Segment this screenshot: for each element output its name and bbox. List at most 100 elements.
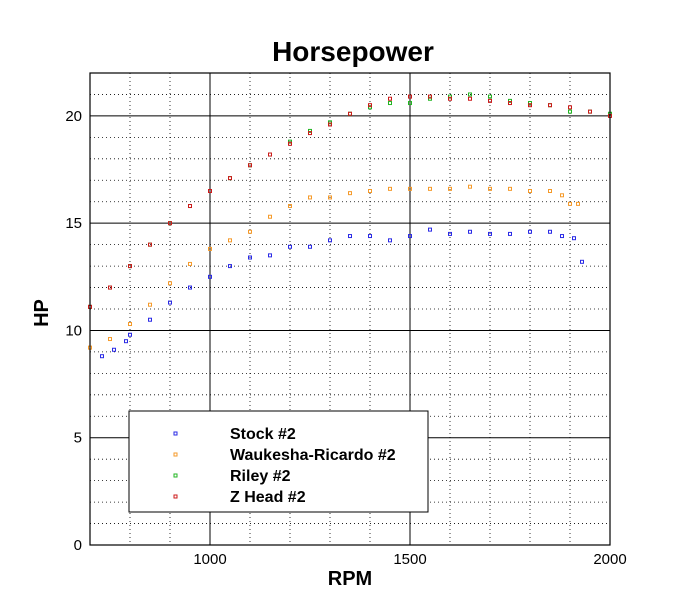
data-point	[288, 244, 292, 249]
data-point	[568, 109, 572, 114]
data-point	[428, 96, 432, 101]
data-point	[408, 101, 412, 106]
data-point	[448, 94, 452, 99]
data-point	[448, 186, 452, 191]
data-point	[188, 261, 192, 266]
data-point	[488, 94, 492, 99]
y-axis-label: HP	[31, 299, 53, 327]
series-stock-2	[100, 227, 584, 359]
x-axis-label: RPM	[328, 568, 372, 590]
data-point	[528, 103, 532, 108]
data-point	[348, 234, 352, 239]
series-z-head-2	[88, 94, 612, 309]
data-point	[208, 189, 212, 193]
data-point	[388, 101, 392, 106]
legend-label: Riley #2	[230, 468, 291, 485]
data-point	[488, 231, 492, 236]
data-point	[408, 234, 412, 239]
data-point	[576, 201, 580, 206]
data-point	[468, 184, 472, 189]
data-point	[124, 339, 128, 344]
data-point	[468, 229, 472, 234]
data-point	[368, 234, 372, 239]
data-point	[328, 195, 332, 200]
data-point	[208, 274, 212, 279]
data-point	[508, 98, 512, 103]
data-point	[188, 204, 192, 209]
data-point	[328, 120, 332, 125]
legend-label: Stock #2	[230, 426, 296, 443]
data-point	[408, 94, 412, 99]
series-waukesha-ricardo-2	[88, 184, 580, 350]
data-point	[108, 285, 112, 290]
data-point	[168, 281, 172, 286]
data-point	[548, 189, 552, 193]
data-point	[408, 186, 412, 191]
data-point	[328, 238, 332, 243]
data-point	[560, 234, 564, 239]
data-point	[288, 141, 292, 146]
data-point	[368, 189, 372, 193]
data-point	[560, 193, 564, 198]
data-point	[108, 337, 112, 342]
data-point	[248, 255, 252, 260]
data-point	[208, 246, 212, 251]
data-point	[348, 111, 352, 116]
data-point	[572, 236, 576, 241]
data-point	[148, 242, 152, 247]
data-point	[428, 227, 432, 232]
data-point	[308, 131, 312, 136]
plot-frame	[89, 72, 611, 546]
data-point	[428, 94, 432, 99]
data-point	[308, 195, 312, 200]
data-point	[528, 189, 532, 193]
data-point	[568, 201, 572, 206]
y-tick-label: 5	[74, 430, 82, 447]
data-point	[348, 191, 352, 196]
data-point	[188, 285, 192, 290]
data-point	[388, 96, 392, 101]
data-point	[528, 229, 532, 234]
data-point	[448, 231, 452, 236]
data-point	[148, 317, 152, 322]
y-tick-label: 15	[65, 215, 82, 232]
data-point	[468, 92, 472, 97]
data-point	[548, 103, 552, 108]
data-point	[308, 128, 312, 133]
data-point	[128, 332, 132, 337]
legend-marker	[173, 431, 178, 436]
data-point	[328, 122, 332, 127]
data-point	[388, 238, 392, 243]
y-tick-label: 0	[74, 537, 82, 554]
data-point	[568, 105, 572, 110]
data-point	[288, 204, 292, 209]
data-point	[228, 238, 232, 243]
y-tick-label: 20	[65, 108, 82, 125]
data-point	[488, 98, 492, 103]
data-point	[368, 105, 372, 110]
data-point	[368, 103, 372, 108]
data-point	[388, 186, 392, 191]
chart-title: Horsepower	[272, 36, 434, 67]
data-point	[428, 186, 432, 191]
data-point	[268, 214, 272, 219]
legend-marker	[173, 494, 178, 499]
data-point	[112, 347, 116, 352]
data-point	[488, 186, 492, 191]
data-point	[288, 139, 292, 144]
data-point	[548, 229, 552, 234]
data-point	[508, 186, 512, 191]
data-point	[448, 96, 452, 101]
data-point	[268, 152, 272, 157]
data-point	[100, 354, 104, 359]
data-point	[148, 302, 152, 307]
data-point	[508, 231, 512, 236]
data-point	[308, 244, 312, 249]
data-point	[128, 322, 132, 327]
legend-label: Z Head #2	[230, 489, 306, 506]
data-point	[508, 101, 512, 106]
data-point	[228, 264, 232, 269]
x-tick-label: 1500	[393, 551, 426, 568]
data-point	[248, 229, 252, 234]
